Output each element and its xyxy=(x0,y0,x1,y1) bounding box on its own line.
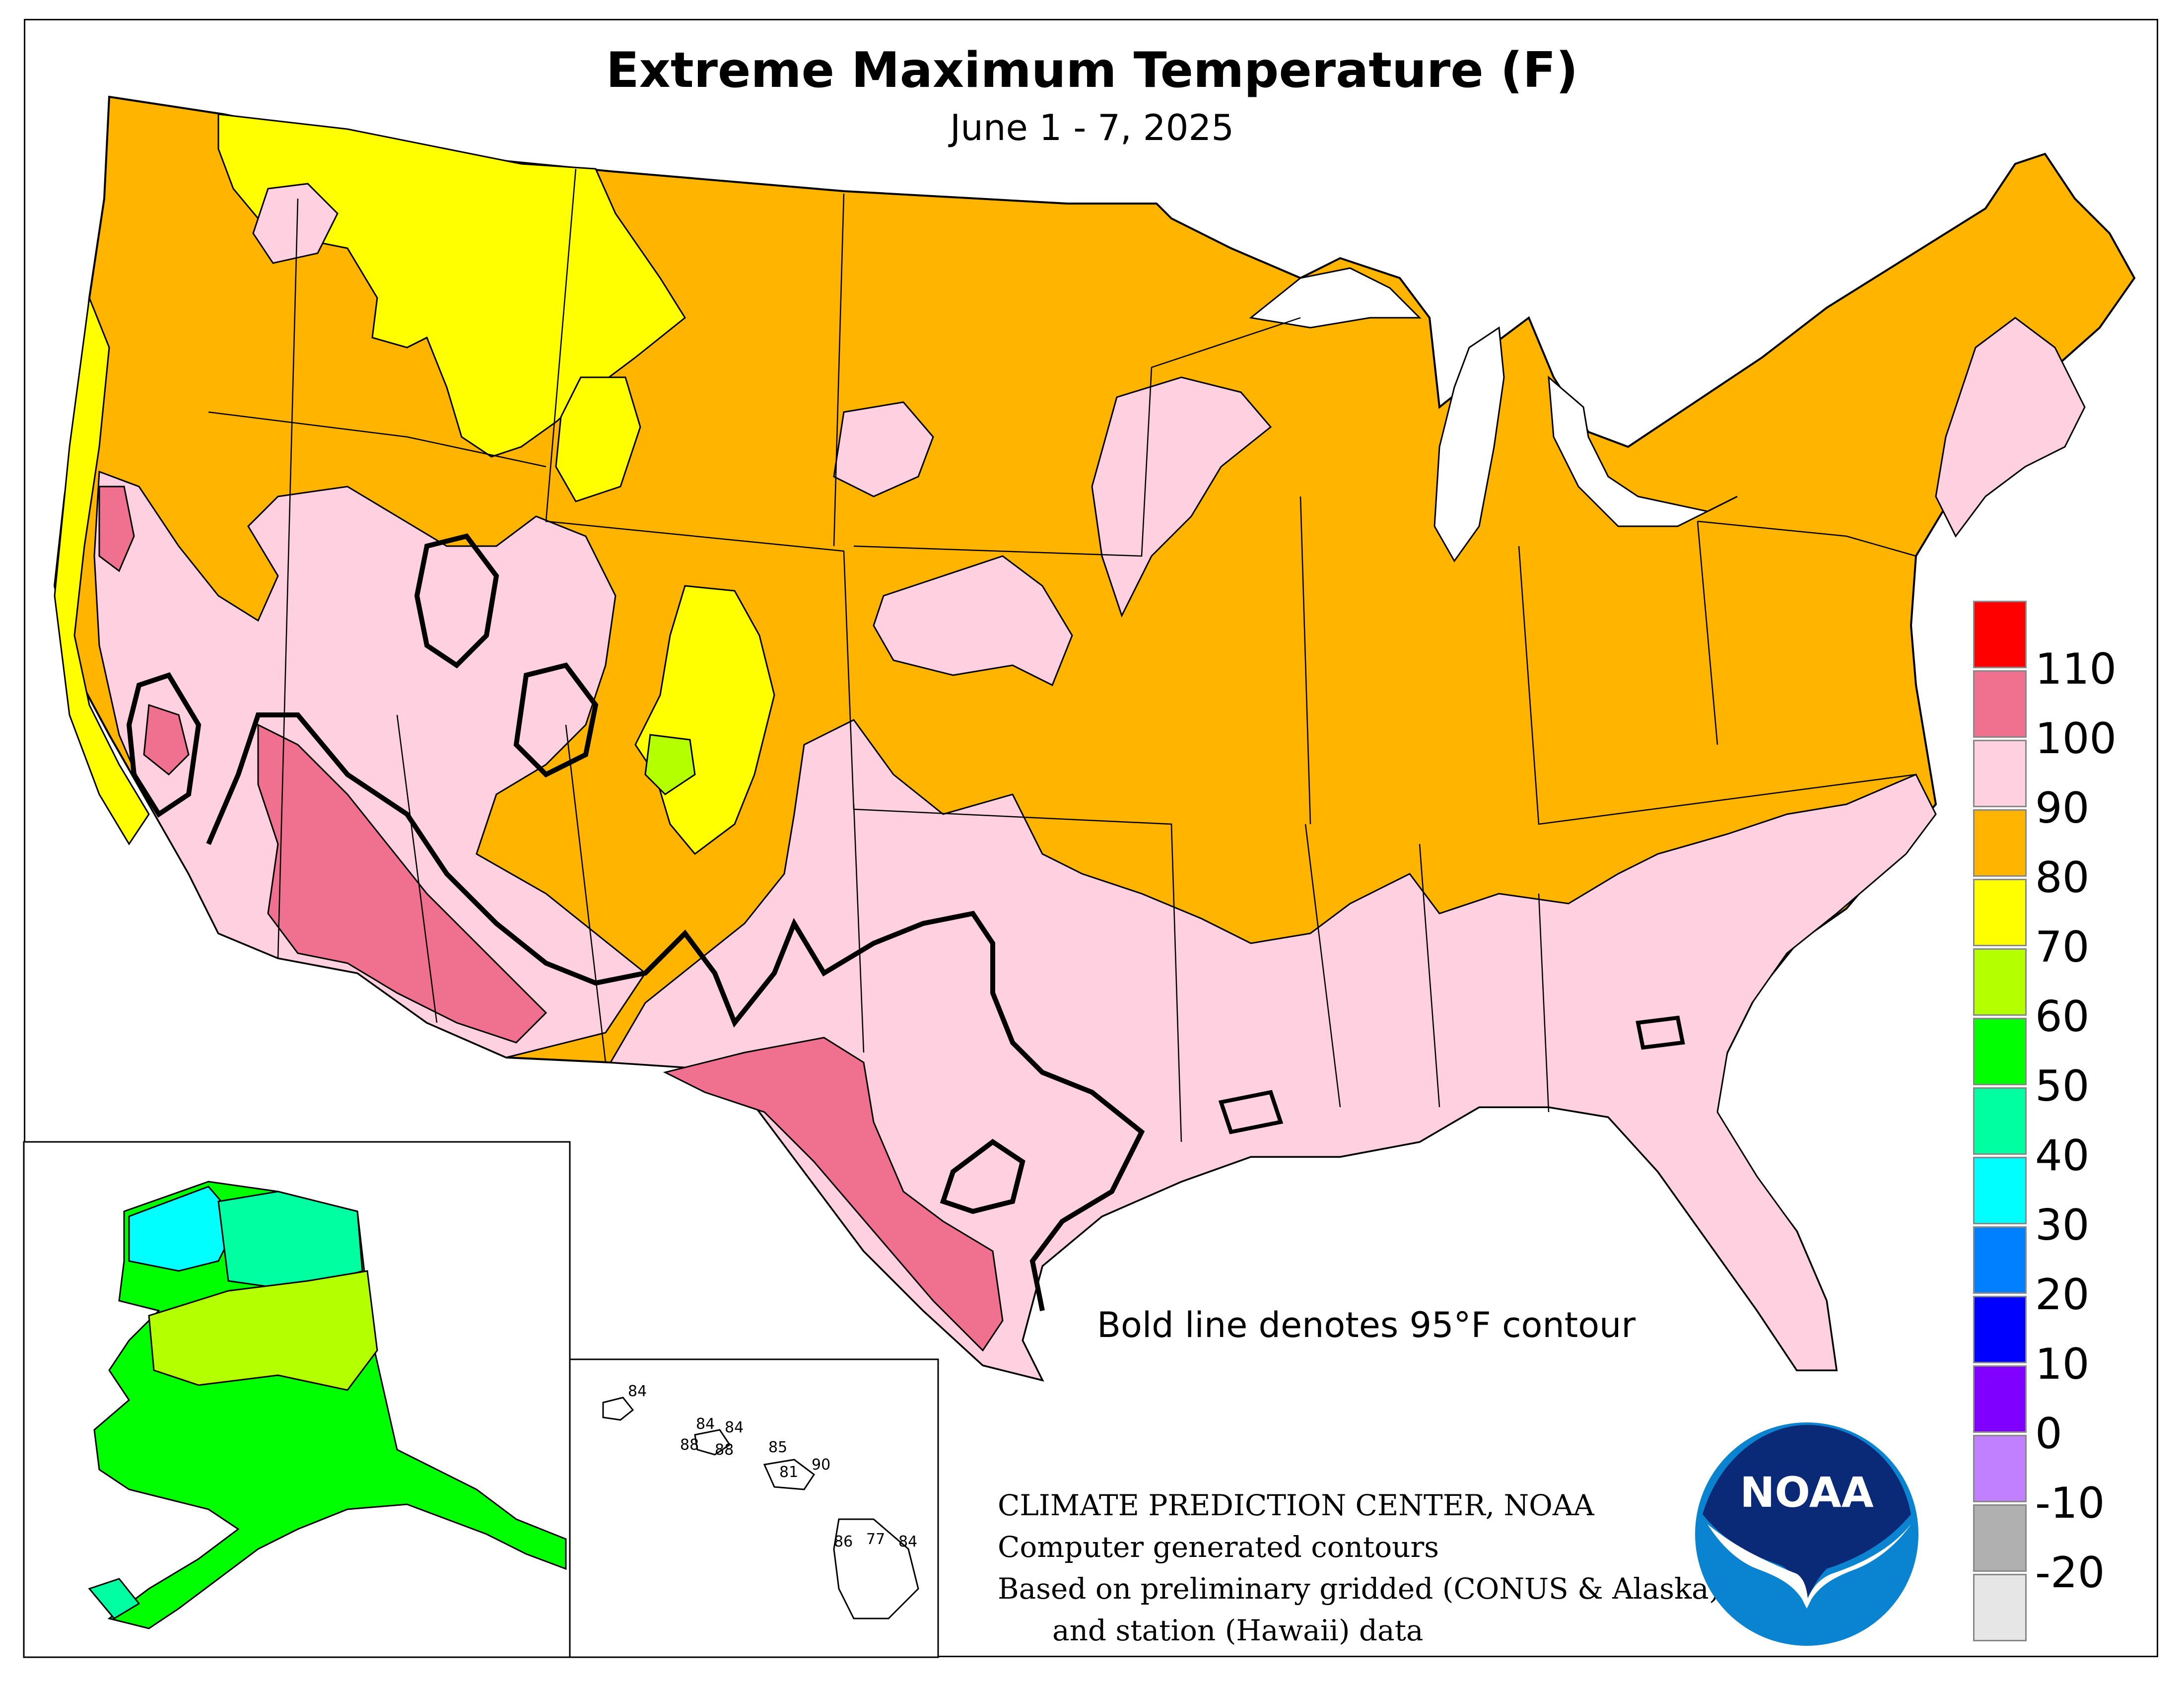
legend-swatch xyxy=(1973,809,2027,877)
zone-90-idaho xyxy=(252,183,339,264)
legend-swatch xyxy=(1973,948,2027,1016)
map-subtitle: June 1 - 7, 2025 xyxy=(950,107,1234,148)
legend-swatch xyxy=(1973,1365,2027,1433)
legend-label: -20 xyxy=(2035,1548,2105,1598)
legend-swatch xyxy=(1973,1087,2027,1155)
map-title: Extreme Maximum Temperature (F) xyxy=(606,42,1578,99)
zone-90-west xyxy=(93,470,647,1058)
zone-90-south xyxy=(609,719,1937,1382)
alaska-zone-40 xyxy=(217,1191,363,1292)
conus-map xyxy=(53,95,2136,1382)
logo-text: NOAA xyxy=(1740,1468,1873,1517)
contour-95-nevada xyxy=(414,533,499,669)
legend-swatch xyxy=(1973,1018,2027,1085)
zone-100-southwest xyxy=(257,723,547,1044)
contour-95-utah xyxy=(513,662,599,778)
hawaii-value-maui-south: 81 xyxy=(779,1464,798,1481)
hawaii-value-maui-north: 85 xyxy=(768,1439,787,1456)
legend-swatch xyxy=(1973,1157,2027,1224)
legend-label: 30 xyxy=(2035,1200,2090,1250)
legend-label: 20 xyxy=(2035,1270,2090,1320)
alaska-zone-40-south xyxy=(88,1578,140,1619)
zone-100-nevada xyxy=(143,703,190,776)
hawaii-oahu xyxy=(694,1429,731,1456)
alaska-zone-30 xyxy=(128,1186,239,1272)
legend-swatch xyxy=(1973,1504,2027,1572)
legend-label: 110 xyxy=(2035,644,2117,694)
hawaii-value-bigisland-center: 77 xyxy=(866,1531,885,1548)
hawaii-value-oahu-north: 84 xyxy=(696,1415,715,1433)
alaska-inset xyxy=(23,1141,571,1658)
credits-block: CLIMATE PREDICTION CENTER, NOAA Computer… xyxy=(998,1484,1720,1651)
alaska-land xyxy=(93,1181,567,1629)
legend-swatch xyxy=(1973,740,2027,807)
noaa-logo-icon: NOAA xyxy=(1695,1422,1918,1646)
legend-swatch xyxy=(1973,1226,2027,1294)
legend-swatch xyxy=(1973,1574,2027,1641)
hawaii-value-bigisland-east: 84 xyxy=(898,1533,917,1550)
hawaii-value-kauai: 84 xyxy=(628,1383,647,1400)
contour-95-louisiana xyxy=(1218,1090,1284,1134)
legend-label: 60 xyxy=(2035,992,2090,1042)
legend-swatch xyxy=(1973,670,2027,738)
zone-100-california xyxy=(98,486,135,572)
hawaii-value-maui-east: 90 xyxy=(812,1456,830,1474)
legend-label: 50 xyxy=(2035,1061,2090,1111)
hawaii-value-oahu-east: 84 xyxy=(725,1419,744,1436)
legend-label: 10 xyxy=(2035,1339,2090,1389)
legend-swatch xyxy=(1973,1435,2027,1502)
contour-note: Bold line denotes 95°F contour xyxy=(1097,1305,1636,1345)
zone-100-texas xyxy=(663,1037,1004,1352)
legend-label: 100 xyxy=(2035,714,2117,764)
lake-michigan xyxy=(1433,326,1505,563)
legend-label: 40 xyxy=(2035,1131,2090,1181)
contour-95-georgia xyxy=(1636,1015,1685,1050)
legend-swatch xyxy=(1973,601,2027,668)
hawaii-kauai xyxy=(602,1397,634,1421)
logo-dark-top xyxy=(1703,1425,1911,1599)
alaska-zone-60 xyxy=(148,1270,378,1391)
credits-line-3: Based on preliminary gridded (CONUS & Al… xyxy=(998,1572,1720,1606)
hawaii-value-oahu-south: 88 xyxy=(715,1441,734,1459)
lake-superior xyxy=(1249,267,1422,329)
legend-label: 0 xyxy=(2035,1409,2062,1459)
zone-90-northeast xyxy=(1935,317,2086,538)
hawaii-maui xyxy=(763,1459,816,1490)
legend-label: 80 xyxy=(2035,853,2090,903)
hawaii-value-oahu-west: 88 xyxy=(680,1436,699,1454)
lake-huron-erie xyxy=(1548,375,1738,527)
legend-label: -10 xyxy=(2035,1478,2105,1528)
state-borders xyxy=(208,168,1916,1142)
legend-swatch xyxy=(1973,1296,2027,1363)
credits-line-4: and station (Hawaii) data xyxy=(1052,1614,1424,1647)
zone-90-dakotas xyxy=(833,401,934,497)
hawaii-inset: 84 84 84 88 88 85 90 81 86 77 84 xyxy=(569,1358,939,1658)
contour-95-california xyxy=(126,672,202,818)
contour-95-southwest xyxy=(206,712,1145,1311)
zone-60-pocket xyxy=(644,734,696,795)
map-frame xyxy=(24,19,2158,1657)
legend-label: 70 xyxy=(2035,922,2090,972)
hawaii-value-bigisland-west: 86 xyxy=(834,1533,853,1550)
credits-line-1: CLIMATE PREDICTION CENTER, NOAA xyxy=(998,1488,1594,1522)
legend-label: 90 xyxy=(2035,783,2090,833)
credits-line-2: Computer generated contours xyxy=(998,1530,1439,1564)
hawaii-big-island xyxy=(833,1518,919,1619)
contour-95-texas-loop xyxy=(940,1138,1025,1214)
zone-90-plains xyxy=(873,555,1073,687)
legend-swatch xyxy=(1973,879,2027,946)
zone-70-wyoming xyxy=(555,376,641,502)
zone-70-west-coast xyxy=(54,295,150,845)
